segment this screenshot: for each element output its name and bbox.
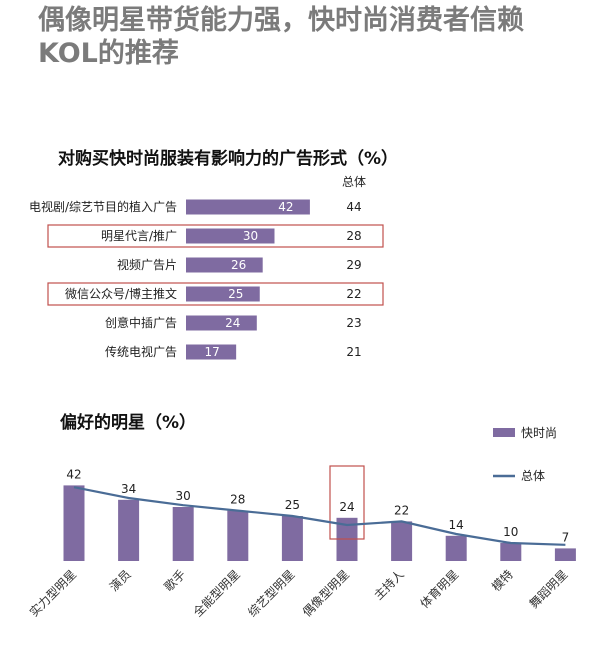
headline-line-1: 偶像明星带货能力强，快时尚消费者信赖: [38, 5, 524, 36]
bar: [391, 521, 413, 561]
bar-value-label: 22: [394, 503, 409, 517]
total-value-label: 21: [346, 345, 361, 359]
category-label: 电视剧/综艺节目的植入广告: [29, 199, 177, 214]
category-tick-label: 体育明星: [417, 567, 462, 612]
total-value-label: 22: [346, 287, 361, 301]
bar: [172, 507, 194, 561]
category-label: 创意中插广告: [105, 315, 177, 330]
bar-value-label: 42: [278, 200, 293, 214]
bar-value-label: 17: [205, 345, 220, 359]
headline-line-2: KOL的推荐: [38, 38, 179, 69]
category-label: 微信公众号/博主推文: [65, 286, 177, 301]
page-headline: 偶像明星带货能力强，快时尚消费者信赖 KOL的推荐: [38, 4, 598, 70]
bar: [186, 257, 263, 273]
category-label: 视频广告片: [117, 257, 177, 272]
bar: [281, 516, 303, 561]
bar: [186, 344, 237, 360]
bar-value-label: 28: [230, 493, 245, 507]
bar-value-label: 10: [503, 525, 518, 539]
bar-value-label: 30: [243, 229, 258, 243]
bar: [186, 286, 260, 302]
bar: [186, 228, 275, 244]
category-tick-label: 综艺型明星: [245, 567, 297, 619]
bar-value-label: 24: [339, 500, 354, 514]
total-value-label: 23: [346, 316, 361, 330]
category-tick-label: 演员: [106, 567, 134, 595]
category-tick-label: 模特: [488, 567, 516, 595]
bar: [554, 548, 576, 561]
legend-line-label: 总体: [521, 469, 545, 483]
bar-value-label: 42: [66, 467, 81, 481]
bar-value-label: 24: [225, 316, 240, 330]
bar-value-label: 7: [562, 530, 570, 544]
total-column-header: 总体: [342, 175, 366, 189]
total-value-label: 28: [346, 229, 361, 243]
legend-bar-swatch: [493, 428, 515, 437]
star-preference-chart-title: 偏好的明星（%）: [60, 413, 197, 433]
bar-value-label: 30: [176, 489, 191, 503]
bar-value-label: 14: [449, 518, 464, 532]
category-label: 传统电视广告: [105, 344, 177, 359]
bar-value-label: 26: [231, 258, 246, 272]
highlight-box: [47, 282, 384, 306]
bar: [186, 315, 257, 331]
bar: [445, 535, 467, 561]
highlight-box: [47, 224, 384, 248]
bar: [118, 499, 140, 561]
category-tick-label: 主持人: [371, 567, 407, 603]
bar: [227, 510, 249, 561]
category-tick-label: 全能型明星: [190, 567, 243, 620]
bar-value-label: 34: [121, 482, 136, 496]
category-tick-label: 歌手: [161, 567, 189, 595]
total-series-line: [73, 486, 566, 546]
highlight-box: [329, 465, 365, 540]
category-tick-label: 偶像型明星: [300, 567, 352, 619]
total-value-label: 44: [346, 200, 361, 214]
total-value-label: 29: [346, 258, 361, 272]
bar-value-label: 25: [228, 287, 243, 301]
category-label: 明星代言/推广: [101, 229, 177, 243]
bar: [63, 485, 85, 561]
category-tick-label: 舞蹈明星: [527, 567, 571, 611]
ad-format-chart-title: 对购买快时尚服装有影响力的广告形式（%）: [58, 149, 399, 169]
legend-bar-label: 快时尚: [521, 426, 557, 440]
bar-value-label: 25: [285, 498, 300, 512]
category-tick-label: 实力型明星: [26, 567, 79, 620]
bar: [186, 199, 310, 215]
bar: [500, 543, 522, 561]
